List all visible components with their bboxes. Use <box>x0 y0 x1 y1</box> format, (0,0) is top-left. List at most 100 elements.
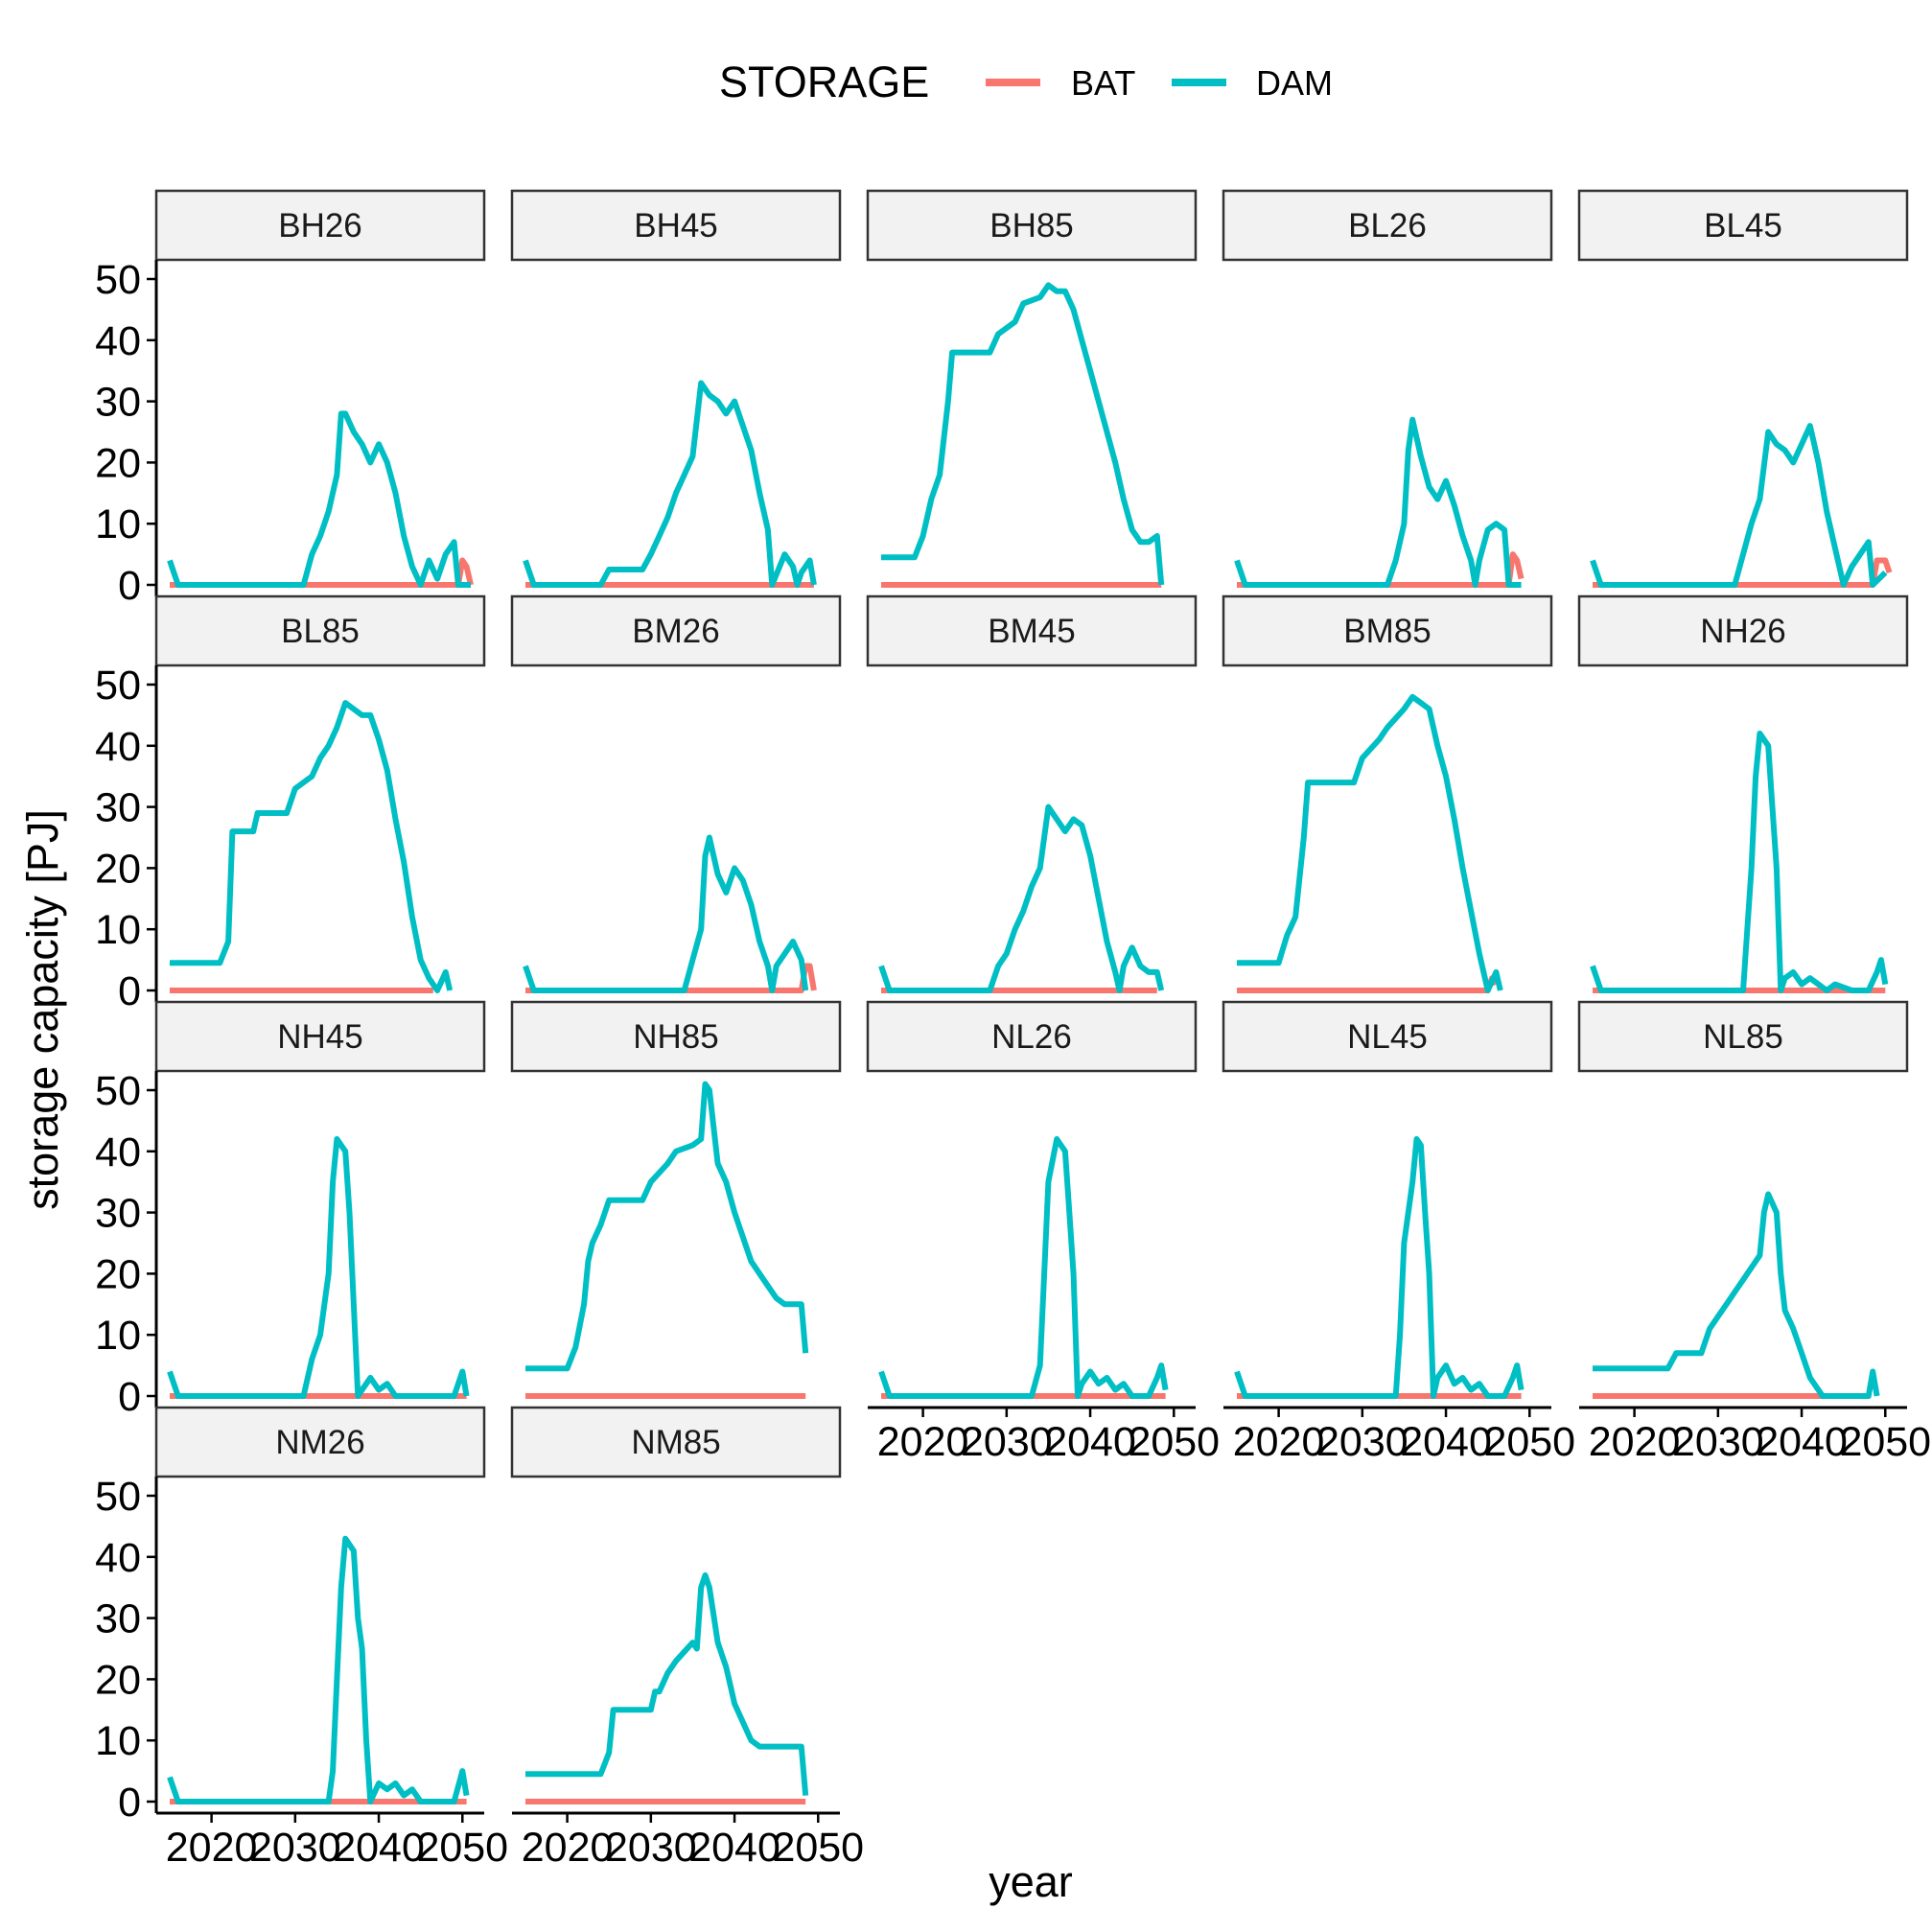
y-tick-label: 30 <box>95 785 141 831</box>
facet-strip <box>154 1000 486 1073</box>
y-tick-label: 20 <box>95 1251 141 1297</box>
facet-strip-label: BH45 <box>634 207 718 244</box>
y-tick-label: 20 <box>95 846 141 892</box>
facet-strip-label: BL85 <box>281 613 360 650</box>
facet-panel-bh85: BH85 <box>866 189 1198 588</box>
series-line-dam <box>1590 423 1888 588</box>
y-tick-label: 40 <box>95 724 141 770</box>
x-tick-label: 2040 <box>1756 1419 1848 1465</box>
x-tick-label: 2020 <box>877 1419 969 1465</box>
y-tick-label: 20 <box>95 440 141 486</box>
series-line-dam <box>525 1571 809 1796</box>
y-tick-label: 0 <box>118 563 141 609</box>
series-line-dam <box>167 1535 470 1804</box>
facet-panel-bm26: BM26 <box>510 594 842 993</box>
x-axis-title: year <box>989 1857 1073 1906</box>
facet-strip-label: BH85 <box>989 207 1074 244</box>
y-tick-label: 0 <box>118 1374 141 1420</box>
x-tick-label: 2050 <box>772 1825 864 1871</box>
series-line-dam <box>881 282 1165 586</box>
y-tick-label: 40 <box>95 318 141 364</box>
facet-panel-bh26: BH26 0 10 20 30 40 50 <box>95 189 486 609</box>
x-tick-label: 2030 <box>1316 1419 1408 1465</box>
facet-panel-nh45: NH45 0 10 20 30 40 50 <box>95 1000 486 1420</box>
y-tick-label: 50 <box>95 257 141 303</box>
x-tick-label: 2040 <box>333 1825 425 1871</box>
series-line-dam <box>1237 693 1503 993</box>
facet-panel-nh26: NH26 <box>1577 594 1909 993</box>
y-tick-label: 50 <box>95 1068 141 1114</box>
facet-strip-label: BM45 <box>988 613 1075 650</box>
series-line-dam <box>1593 1191 1880 1399</box>
series-line-dam <box>1234 416 1522 588</box>
facet-strip <box>1222 594 1553 667</box>
facet-strip-label: NL26 <box>991 1018 1072 1056</box>
facet-strip <box>1222 1000 1553 1073</box>
y-tick-label: 10 <box>95 1718 141 1764</box>
facet-strip <box>1577 594 1909 667</box>
legend: STORAGE BAT DAM <box>719 58 1333 106</box>
facet-strip-label: NM85 <box>631 1424 720 1461</box>
series-line-bat <box>170 557 474 588</box>
facet-strip <box>510 594 842 667</box>
facet-panel-bl26: BL26 <box>1222 189 1553 588</box>
facet-strip <box>866 189 1198 262</box>
x-tick-label: 2020 <box>166 1825 258 1871</box>
facet-panel-bh45: BH45 <box>510 189 842 588</box>
facet-strip <box>1222 189 1553 262</box>
series-line-dam <box>1234 1136 1525 1399</box>
facet-strip <box>1577 1000 1909 1073</box>
series-line-dam <box>167 410 471 588</box>
x-tick-label: 2020 <box>522 1825 614 1871</box>
series-line-dam <box>523 834 809 993</box>
y-tick-label: 10 <box>95 501 141 547</box>
legend-label-bat: BAT <box>1071 63 1135 103</box>
series-line-bat <box>1593 557 1893 588</box>
series-line-dam <box>170 700 454 993</box>
facet-strip <box>1577 189 1909 262</box>
facet-strip <box>510 1406 842 1478</box>
x-tick-label: 2050 <box>416 1825 508 1871</box>
facet-strip-label: NH85 <box>633 1018 718 1056</box>
y-tick-label: 10 <box>95 907 141 953</box>
facet-strip-label: BM85 <box>1343 613 1431 650</box>
legend-label-dam: DAM <box>1256 63 1333 103</box>
x-tick-label: 2030 <box>605 1825 697 1871</box>
series-line-dam <box>878 803 1165 993</box>
facet-strip <box>510 1000 842 1073</box>
facet-strip <box>510 189 842 262</box>
x-tick-label: 2050 <box>1128 1419 1220 1465</box>
facet-strip-label: BL26 <box>1348 207 1427 244</box>
series-line-dam <box>523 380 817 588</box>
x-tick-label: 2040 <box>688 1825 780 1871</box>
legend-title: STORAGE <box>719 58 929 106</box>
facet-strip-label: NH26 <box>1700 613 1785 650</box>
x-tick-label: 2030 <box>1672 1419 1764 1465</box>
y-tick-label: 30 <box>95 1596 141 1642</box>
series-line-dam <box>878 1136 1169 1399</box>
y-tick-label: 0 <box>118 1780 141 1826</box>
x-tick-label: 2030 <box>961 1419 1053 1465</box>
facet-strip-label: NM26 <box>275 1424 364 1461</box>
facet-strip-label: NH45 <box>277 1018 362 1056</box>
facet-strip <box>154 1406 486 1478</box>
y-tick-label: 50 <box>95 1474 141 1520</box>
facet-panel-bm45: BM45 <box>866 594 1198 993</box>
x-tick-label: 2040 <box>1400 1419 1492 1465</box>
y-tick-label: 10 <box>95 1313 141 1359</box>
x-tick-label: 2020 <box>1233 1419 1325 1465</box>
series-line-dam <box>1590 731 1889 993</box>
x-tick-label: 2050 <box>1839 1419 1931 1465</box>
facet-strip <box>866 1000 1198 1073</box>
facet-panel-nh85: NH85 <box>510 1000 842 1399</box>
series-line-bat <box>525 963 817 993</box>
y-axis-title: storage capacity [PJ] <box>18 809 67 1210</box>
facet-strip-label: BM26 <box>632 613 719 650</box>
y-tick-label: 50 <box>95 663 141 709</box>
y-tick-label: 30 <box>95 1191 141 1237</box>
x-tick-label: 2050 <box>1483 1419 1575 1465</box>
